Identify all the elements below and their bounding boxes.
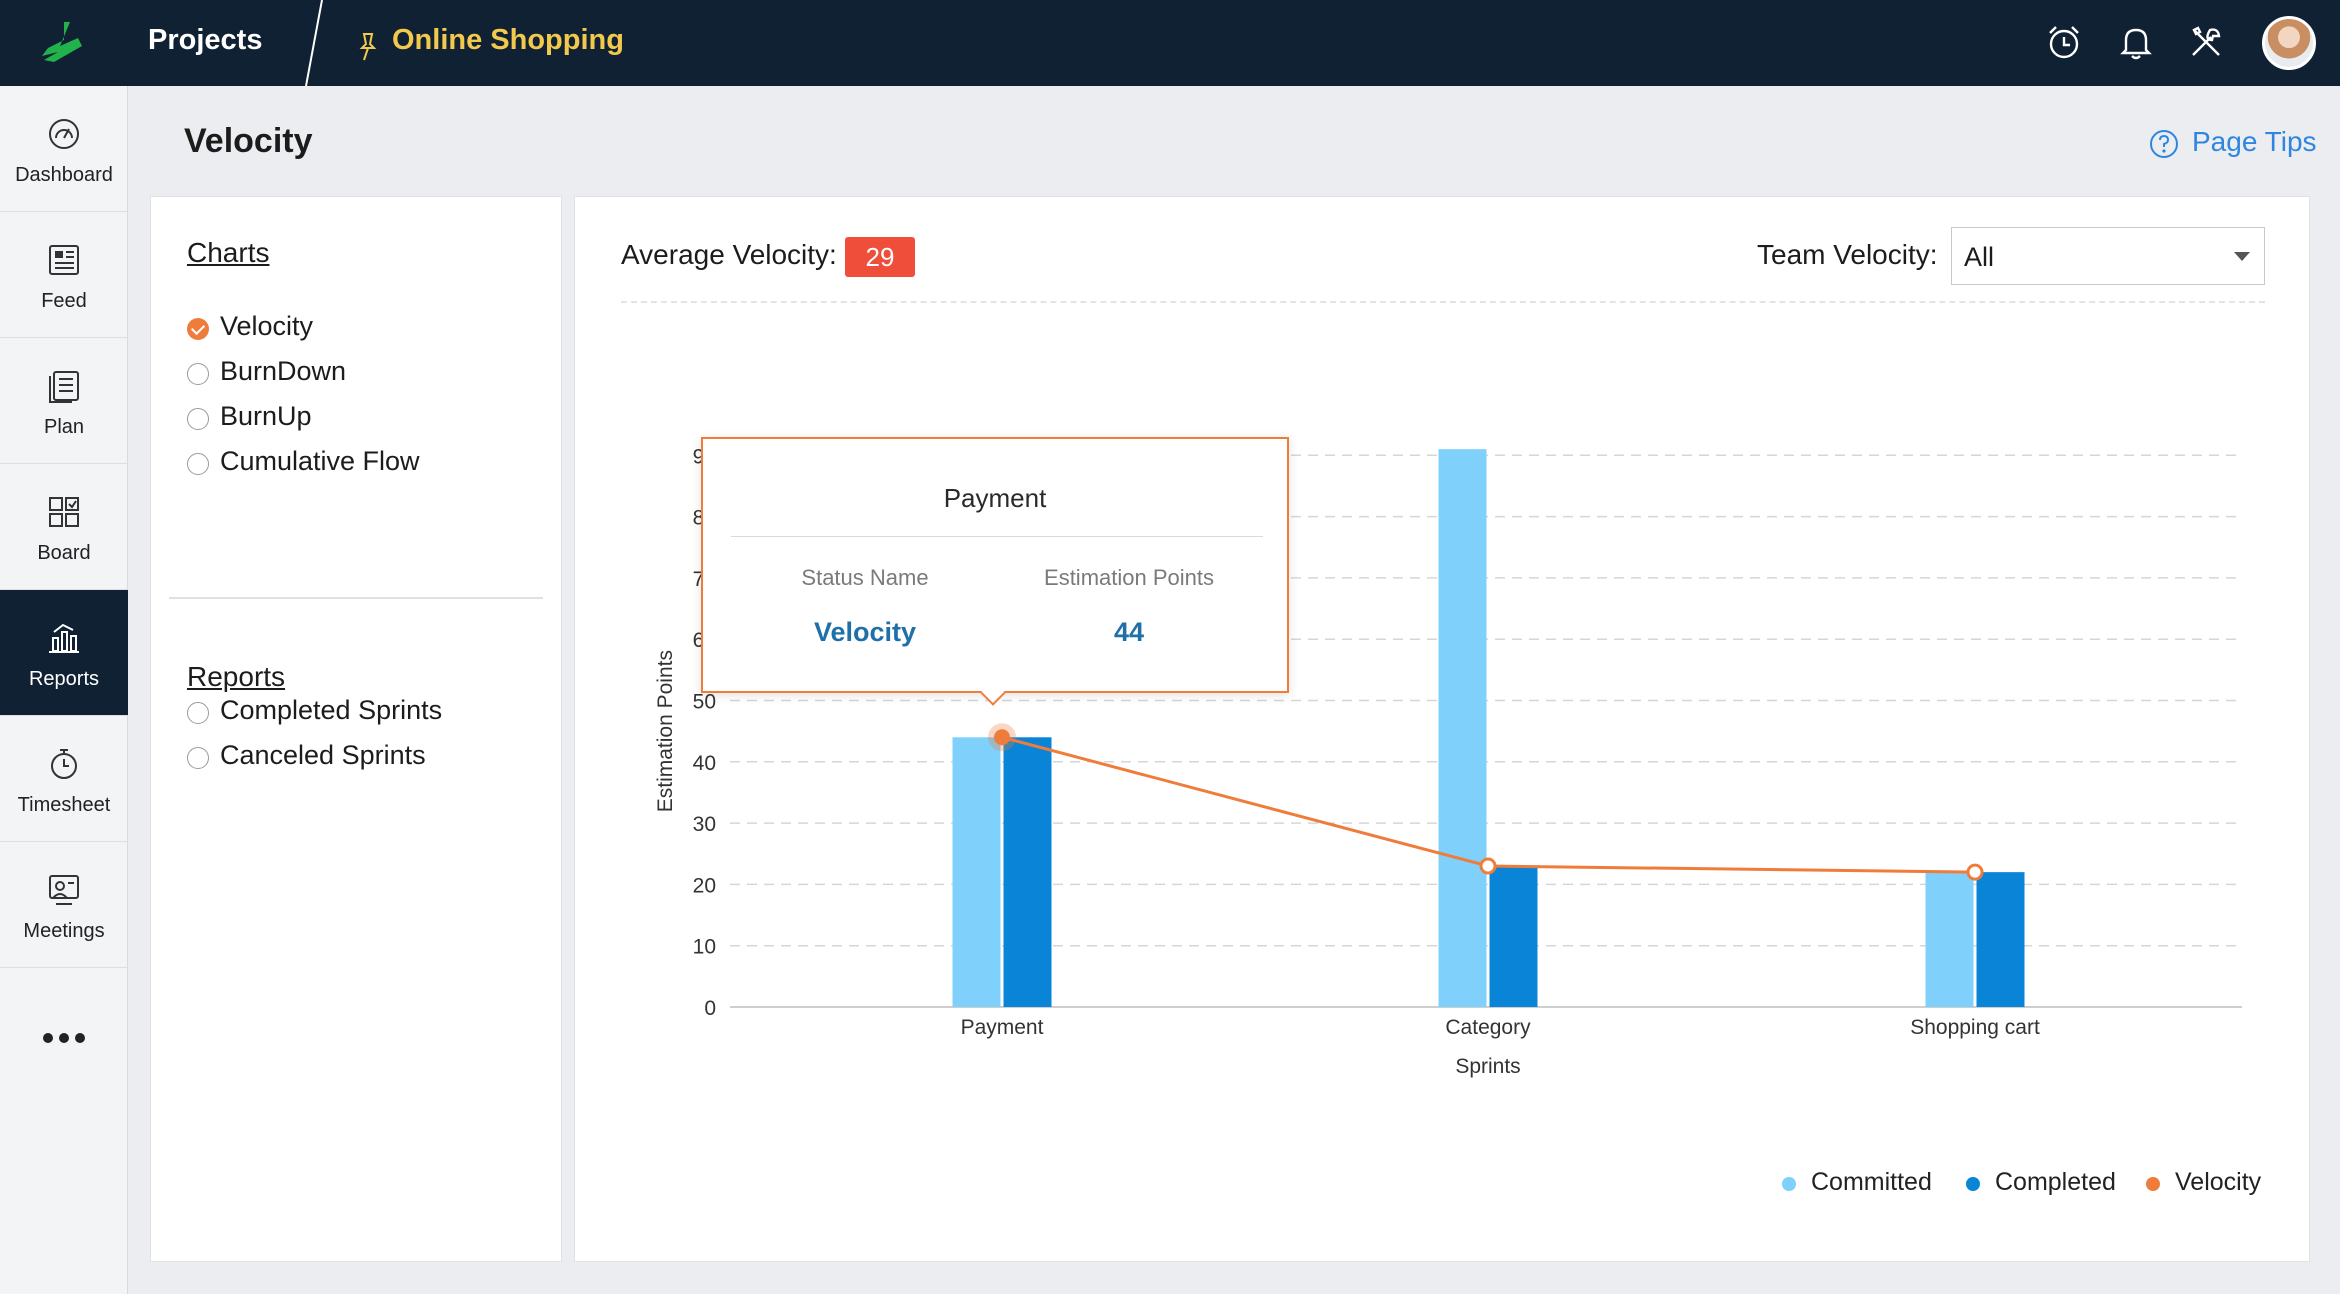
velocity-point xyxy=(994,729,1010,746)
pin-icon xyxy=(359,33,377,61)
charts-heading: Charts xyxy=(187,237,270,268)
chart-option-label: BurnUp xyxy=(220,401,312,431)
y-tick-label: 30 xyxy=(693,813,716,836)
sidebar-item-timesheet[interactable]: Timesheet xyxy=(0,716,128,842)
tooltip-header-status: Status Name xyxy=(801,565,929,590)
velocity-point xyxy=(1479,857,1497,875)
report-option-label: Canceled Sprints xyxy=(220,740,426,770)
top-bar: Projects Online Shopping xyxy=(0,0,2340,86)
radio-checked[interactable] xyxy=(187,318,209,340)
report-option-label: Completed Sprints xyxy=(220,695,443,725)
tools-icon[interactable] xyxy=(2186,22,2226,62)
chevron-down-icon xyxy=(2234,252,2250,261)
project-name[interactable]: Online Shopping xyxy=(392,24,624,56)
sidebar-item-board[interactable]: Board xyxy=(0,464,128,590)
chart-selector-panel: Charts Velocity BurnDown BurnUp Cumulati… xyxy=(150,196,562,1262)
legend-marker xyxy=(2146,1177,2160,1191)
help-icon xyxy=(2150,130,2178,158)
legend-label: Committed xyxy=(1811,1168,1932,1196)
average-velocity-badge: 29 xyxy=(845,237,915,277)
tooltip-value-points: 44 xyxy=(1113,617,1145,647)
x-tick-label: Shopping cart xyxy=(1910,1016,2040,1039)
legend-label: Completed xyxy=(1995,1168,2116,1196)
reports-heading: Reports xyxy=(187,661,286,692)
sidebar-item-label: Plan xyxy=(43,416,85,438)
feed-icon xyxy=(49,245,79,275)
tooltip-header-points: Estimation Points xyxy=(1044,565,1214,590)
team-velocity-select[interactable]: All xyxy=(1951,227,2265,285)
bell-icon[interactable] xyxy=(2116,22,2156,62)
reports-icon xyxy=(49,623,79,653)
radio-unchecked[interactable] xyxy=(187,702,209,724)
x-tick-label: Category xyxy=(1445,1016,1531,1039)
breadcrumb-separator xyxy=(305,0,323,86)
sidebar-item-label: Meetings xyxy=(23,920,105,942)
projects-link[interactable]: Projects xyxy=(148,24,263,56)
page-title: Velocity xyxy=(184,122,313,160)
tooltip-divider xyxy=(731,536,1263,537)
avatar[interactable] xyxy=(2262,16,2316,70)
bar-committed xyxy=(952,737,1001,1007)
bar-completed xyxy=(1003,737,1052,1007)
team-velocity-value: All xyxy=(1964,242,1995,272)
legend-label: Velocity xyxy=(2175,1168,2262,1196)
more-icon[interactable] xyxy=(40,1026,88,1050)
sidebar-item-label: Dashboard xyxy=(15,164,113,186)
sidebar-item-reports[interactable]: Reports xyxy=(0,590,128,716)
chart-option-label: BurnDown xyxy=(220,356,347,386)
sidebar: Dashboard Feed Plan Board xyxy=(0,86,128,1294)
meetings-icon xyxy=(49,875,79,905)
y-tick-label: 20 xyxy=(693,874,716,897)
divider xyxy=(169,597,543,599)
x-axis-label: Sprints xyxy=(1455,1055,1520,1078)
app-logo[interactable] xyxy=(30,16,94,72)
chart-option-label: Velocity xyxy=(220,311,314,341)
alarm-clock-icon[interactable] xyxy=(2044,22,2084,62)
y-tick-label: 0 xyxy=(704,997,716,1020)
header-divider xyxy=(621,301,2265,303)
y-tick-label: 40 xyxy=(693,752,716,775)
plan-icon xyxy=(49,371,79,403)
sidebar-item-meetings[interactable]: Meetings xyxy=(0,842,128,968)
legend-marker xyxy=(1782,1177,1796,1191)
page-tips-label: Page Tips xyxy=(2192,126,2317,157)
chart-tooltip: Payment Status Name Estimation Points Ve… xyxy=(701,437,1289,706)
velocity-line xyxy=(1001,735,1976,874)
sidebar-item-label: Reports xyxy=(28,668,100,690)
speedometer-icon xyxy=(49,119,79,149)
average-velocity-label: Average Velocity: xyxy=(621,239,837,270)
bar-completed xyxy=(1976,872,2025,1007)
x-tick-label: Payment xyxy=(961,1016,1044,1039)
bar-completed xyxy=(1489,866,1538,1007)
chart-option-label: Cumulative Flow xyxy=(220,446,420,476)
tooltip-value-status: Velocity xyxy=(813,617,917,647)
bar-committed xyxy=(1438,449,1487,1007)
legend-marker xyxy=(1966,1177,1980,1191)
radio-unchecked[interactable] xyxy=(187,747,209,769)
stopwatch-icon xyxy=(51,749,77,779)
radio-unchecked[interactable] xyxy=(187,453,209,475)
y-tick-label: 10 xyxy=(693,936,716,959)
velocity-point xyxy=(1966,863,1984,881)
board-icon xyxy=(49,497,79,527)
y-axis-label: Estimation Points xyxy=(654,650,677,812)
bar-committed xyxy=(1925,872,1974,1007)
sidebar-item-label: Timesheet xyxy=(17,794,111,816)
sidebar-item-feed[interactable]: Feed xyxy=(0,212,128,338)
radio-unchecked[interactable] xyxy=(187,363,209,385)
sidebar-item-label: Feed xyxy=(41,290,87,312)
y-tick-label: 50 xyxy=(693,691,716,714)
team-velocity-label: Team Velocity: xyxy=(1757,239,1938,270)
sidebar-item-dashboard[interactable]: Dashboard xyxy=(0,86,128,212)
sidebar-item-label: Board xyxy=(37,542,91,564)
radio-unchecked[interactable] xyxy=(187,408,209,430)
tooltip-title: Payment xyxy=(943,483,1047,513)
sidebar-item-plan[interactable]: Plan xyxy=(0,338,128,464)
